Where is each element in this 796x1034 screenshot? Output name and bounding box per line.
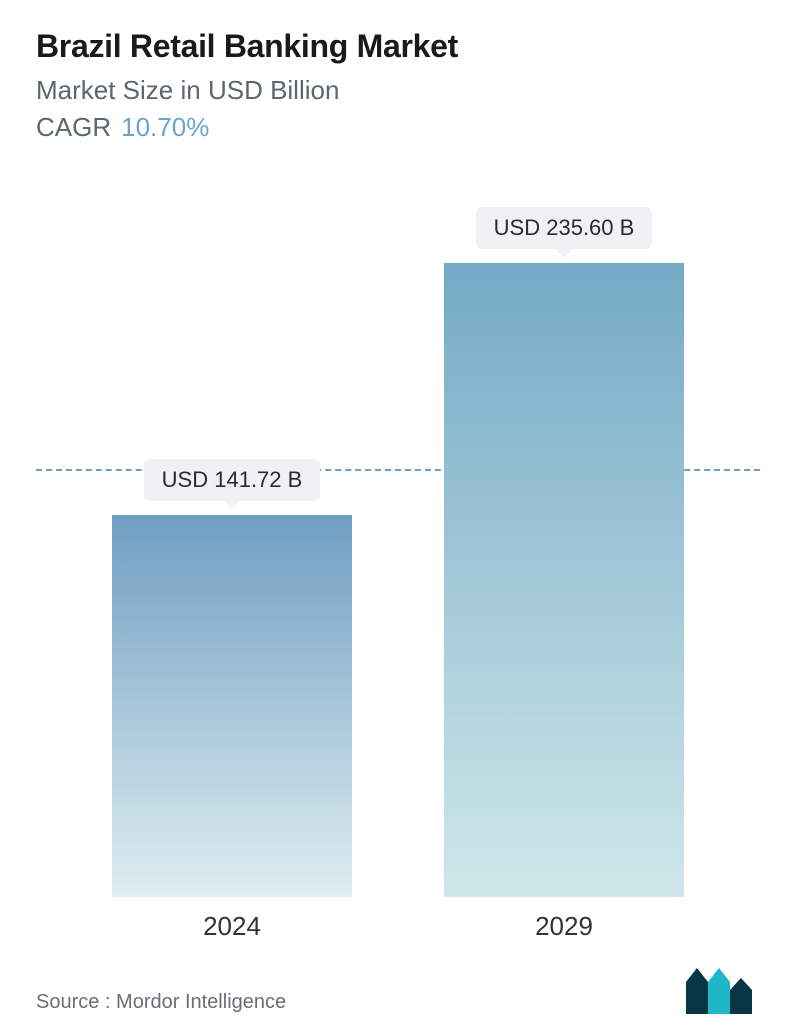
bar-column-1: USD 235.60 B [444, 207, 684, 897]
bars-group: USD 141.72 B USD 235.60 B [36, 151, 760, 897]
value-pill-0: USD 141.72 B [144, 459, 321, 501]
cagr-row: CAGR 10.70% [36, 112, 760, 143]
chart-plot-area: USD 141.72 B USD 235.60 B [36, 151, 760, 897]
x-label-1: 2029 [444, 911, 684, 942]
chart-title: Brazil Retail Banking Market [36, 28, 760, 65]
value-pill-1: USD 235.60 B [476, 207, 653, 249]
cagr-label: CAGR [36, 112, 111, 143]
source-text: Source : Mordor Intelligence [36, 991, 286, 1014]
bar-column-0: USD 141.72 B [112, 459, 352, 897]
chart-subtitle: Market Size in USD Billion [36, 75, 760, 106]
footer: Source : Mordor Intelligence [36, 942, 760, 1014]
cagr-value: 10.70% [121, 112, 209, 143]
brand-logo-icon [686, 968, 760, 1014]
x-axis-labels: 2024 2029 [36, 897, 760, 942]
chart-container: Brazil Retail Banking Market Market Size… [0, 0, 796, 1034]
x-label-0: 2024 [112, 911, 352, 942]
bar-0 [112, 515, 352, 897]
bar-1 [444, 263, 684, 897]
